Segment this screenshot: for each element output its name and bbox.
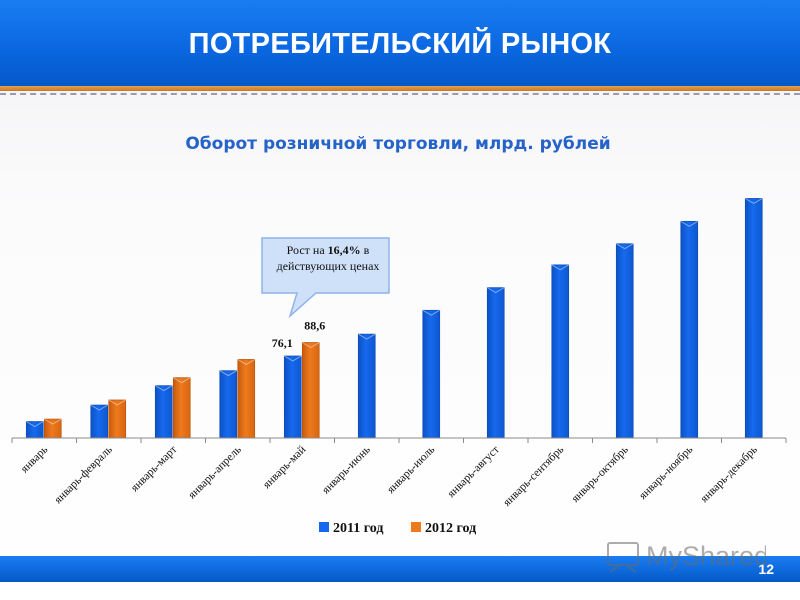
- bar-chart: Оборот розничной торговли, млрд. рублей …: [11, 134, 787, 536]
- x-tick-labels: январь январь-февраль январь-март январь-ап…: [19, 444, 760, 509]
- bar-2012-3: [237, 359, 256, 439]
- bar-2011-4: [283, 355, 302, 439]
- x-tick-label: январь-август: [445, 444, 501, 500]
- slide-number: 12: [758, 561, 774, 577]
- bar-bevel: [43, 418, 62, 425]
- header-bar: ПОТРЕБИТЕЛЬСКИЙ РЫНОК: [0, 0, 800, 86]
- header-dashed-divider: [0, 93, 800, 95]
- chart-title: Оборот розничной торговли, млрд. рублей: [185, 134, 610, 154]
- bar-2011-10: [680, 220, 699, 439]
- x-axis-ticks: [11, 438, 787, 443]
- footer-bar: [0, 556, 800, 582]
- bar-bevel: [615, 243, 634, 250]
- bar-2011-8: [551, 264, 570, 439]
- callout-bubble: [261, 237, 390, 319]
- data-label-2011: 76,1: [272, 336, 293, 350]
- legend-label-2012: 2012 год: [425, 521, 476, 536]
- x-tick-label: январь-май: [261, 444, 308, 491]
- bar-2011-5: [357, 333, 376, 439]
- bar-bevel: [237, 358, 256, 365]
- watermark-logo: MyShared: [607, 541, 766, 573]
- bars: [25, 197, 763, 439]
- bar-2011-2: [154, 385, 173, 439]
- bar-bevel: [486, 287, 505, 294]
- watermark-icon: [607, 542, 639, 573]
- watermark-text: MyShared: [646, 541, 766, 571]
- bar-2011-0: [25, 421, 44, 439]
- bar-2011-9: [615, 243, 634, 439]
- bar-2012-2: [172, 377, 191, 439]
- bar-2012-1: [108, 399, 127, 439]
- bar-bevel: [154, 385, 173, 392]
- page-title: ПОТРЕБИТЕЛЬСКИЙ РЫНОК: [188, 28, 612, 60]
- x-tick-label: январь-апрель: [186, 444, 244, 502]
- legend-swatch-2011: [319, 522, 329, 532]
- footer-strip: [0, 582, 800, 600]
- x-tick-label: январь: [19, 444, 51, 476]
- bar-2012-0: [43, 418, 62, 439]
- bar-bevel: [90, 404, 109, 411]
- callout-suffix: в действующих ценах: [276, 243, 380, 273]
- bar-2011-6: [422, 309, 441, 439]
- bar-bevel: [551, 264, 570, 271]
- bar-bevel: [301, 342, 320, 349]
- data-labels: 76,1 88,6: [272, 318, 326, 349]
- x-tick-label: январь-февраль: [52, 444, 115, 507]
- bar-2011-11: [744, 198, 763, 439]
- x-tick-label: январь-декабрь: [698, 444, 760, 506]
- bar-bevel: [108, 399, 127, 406]
- x-tick-label: январь-октябрь: [569, 444, 630, 505]
- bar-bevel: [283, 355, 302, 362]
- x-tick-label: январь-июль: [385, 444, 437, 496]
- bar-bevel: [25, 421, 44, 428]
- header-accent-rule: [0, 86, 800, 91]
- callout-text: Рост на 16,4% в действующих ценах: [268, 242, 388, 274]
- bar-bevel: [357, 333, 376, 340]
- x-tick-label: январь-март: [129, 444, 180, 495]
- bar-bevel: [744, 197, 763, 204]
- x-tick-label: январь-ноябрь: [637, 444, 695, 502]
- bar-2011-3: [219, 370, 238, 439]
- x-tick-label: январь-июнь: [320, 444, 373, 497]
- callout-highlight: 16,4%: [327, 243, 361, 257]
- bar-bevel: [422, 309, 441, 316]
- legend-swatch-2012: [411, 522, 421, 532]
- data-label-2012: 88,6: [304, 318, 325, 332]
- callout-prefix: Рост на: [286, 243, 328, 257]
- bar-bevel: [172, 377, 191, 384]
- bar-2011-7: [486, 287, 505, 439]
- legend-label-2011: 2011 год: [333, 521, 383, 536]
- bar-2012-4: [301, 342, 320, 439]
- bar-bevel: [219, 370, 238, 377]
- bar-bevel: [680, 220, 699, 227]
- x-tick-label: январь-сентябрь: [501, 444, 566, 509]
- legend: 2011 год 2012 год: [319, 521, 476, 536]
